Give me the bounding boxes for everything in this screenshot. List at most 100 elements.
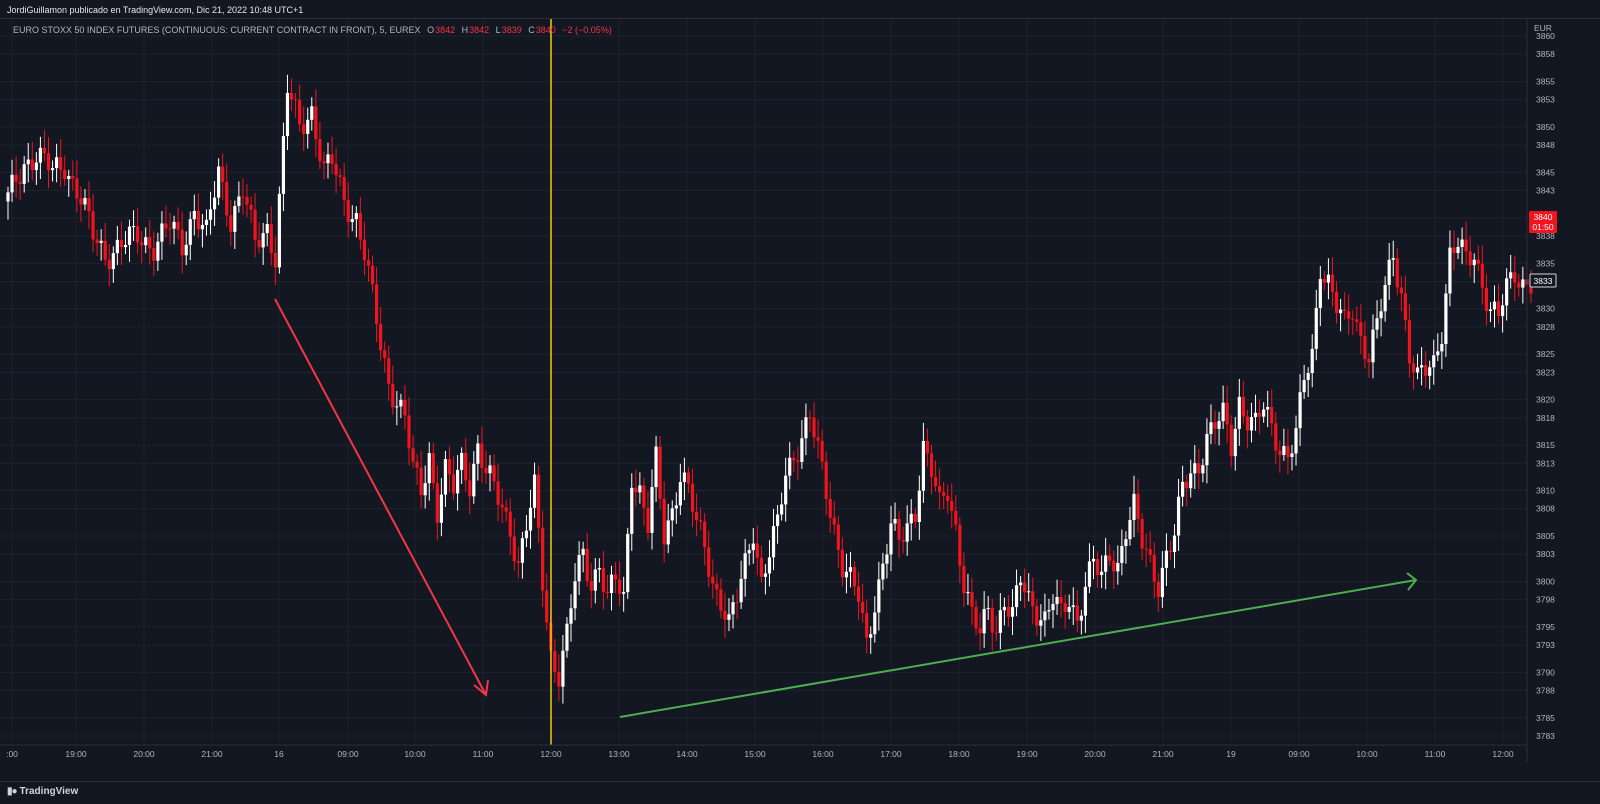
candle-body xyxy=(111,253,115,270)
candle xyxy=(921,422,925,504)
candle-body xyxy=(861,601,865,614)
candle-body xyxy=(334,163,338,176)
candle-body xyxy=(1367,358,1371,363)
candle xyxy=(581,541,585,573)
candle-body xyxy=(1160,567,1164,598)
candle-body xyxy=(314,106,318,140)
price-tick-label: 3803 xyxy=(1536,549,1555,559)
candle xyxy=(1124,531,1128,564)
candle-body xyxy=(67,176,71,179)
candle-body xyxy=(447,459,452,475)
candle-body xyxy=(136,226,140,243)
candle-body xyxy=(208,209,213,220)
candle-body xyxy=(192,210,196,220)
candle-body xyxy=(877,579,881,613)
candle-body xyxy=(1249,417,1254,431)
candle-body xyxy=(399,399,403,407)
candle-body xyxy=(771,526,776,558)
time-axis[interactable]: :00 19:00 20:00 21:00 16 09:00 10:00 11:00 12:00… xyxy=(6,749,1514,759)
candle-body xyxy=(50,168,55,171)
candle-body xyxy=(59,157,63,170)
candle-body xyxy=(1193,463,1197,474)
price-axis[interactable]: 3860 3858 3855 3853 3850 3848 3845 3843 3840 3838… xyxy=(1536,31,1555,741)
candle xyxy=(451,456,456,500)
candle xyxy=(1282,428,1286,461)
candle-body xyxy=(715,583,719,590)
candle-body xyxy=(152,248,156,261)
time-tick-label: 20:00 xyxy=(133,749,155,759)
candle xyxy=(144,227,148,254)
candle-body xyxy=(1087,561,1092,587)
tradingview-brand[interactable]: ▮● TradingView xyxy=(7,784,78,800)
candle-body xyxy=(1334,291,1339,314)
candle-body xyxy=(164,223,168,229)
candle-body xyxy=(1444,293,1448,345)
candle xyxy=(225,163,229,227)
candle-body xyxy=(1403,293,1407,321)
candle xyxy=(577,541,581,595)
candle-body xyxy=(168,228,172,230)
candle xyxy=(298,84,302,132)
candle-body xyxy=(970,592,974,607)
candle-body xyxy=(1257,412,1262,417)
candle-body xyxy=(775,514,780,527)
time-tick-label: 19:00 xyxy=(1016,749,1038,759)
candle-body xyxy=(298,99,302,125)
candle xyxy=(1415,353,1420,380)
candle xyxy=(152,231,156,276)
candle xyxy=(1338,298,1343,332)
candle-body xyxy=(176,221,180,230)
candle xyxy=(1403,275,1407,332)
candle-body xyxy=(115,239,119,254)
candle xyxy=(865,599,869,654)
candle xyxy=(735,588,739,620)
candle-body xyxy=(1411,363,1416,373)
candle-body xyxy=(678,482,682,506)
candle-body xyxy=(99,240,103,244)
candle xyxy=(14,156,18,198)
candle-body xyxy=(848,567,853,572)
candle-body xyxy=(642,485,646,508)
brand-label: TradingView xyxy=(19,786,79,797)
price-tick-label: 3843 xyxy=(1536,186,1555,196)
candle-body xyxy=(322,161,326,164)
candle-body xyxy=(225,181,229,216)
candle-body xyxy=(694,511,699,521)
candle-body xyxy=(1091,558,1096,562)
candle-body xyxy=(893,518,897,524)
candle-body xyxy=(966,592,970,594)
candle xyxy=(30,142,34,181)
time-tick-label: 17:00 xyxy=(880,749,902,759)
candle-body xyxy=(1237,396,1241,429)
candle-body xyxy=(1509,272,1513,279)
candle-body xyxy=(277,193,281,268)
candle-body xyxy=(913,513,917,522)
candle-body xyxy=(22,164,26,184)
candle xyxy=(289,78,294,111)
candle-body xyxy=(937,486,942,493)
candle xyxy=(1027,573,1031,602)
candle-body xyxy=(1148,549,1152,555)
price-tick-label: 3785 xyxy=(1536,713,1555,723)
candle-body xyxy=(310,106,314,120)
candle xyxy=(75,160,79,212)
candle-body xyxy=(160,223,164,242)
candle-body xyxy=(808,417,812,419)
candle-body xyxy=(1221,402,1225,422)
candle-body xyxy=(431,453,435,484)
candle xyxy=(1253,394,1258,431)
candle-body xyxy=(573,581,577,609)
instrument-name: EURO STOXX 50 INDEX FUTURES (CONTINUOUS:… xyxy=(13,25,421,35)
candle-body xyxy=(1424,365,1428,376)
price-tick-label: 3800 xyxy=(1536,576,1555,586)
candle xyxy=(1051,594,1055,629)
candle xyxy=(1083,572,1088,633)
candle xyxy=(1201,458,1205,483)
candle xyxy=(273,236,277,286)
candle xyxy=(1241,381,1245,424)
candle-body xyxy=(634,487,638,493)
candle-body xyxy=(30,159,34,171)
candle-body xyxy=(1488,309,1493,312)
candle xyxy=(1399,276,1403,312)
